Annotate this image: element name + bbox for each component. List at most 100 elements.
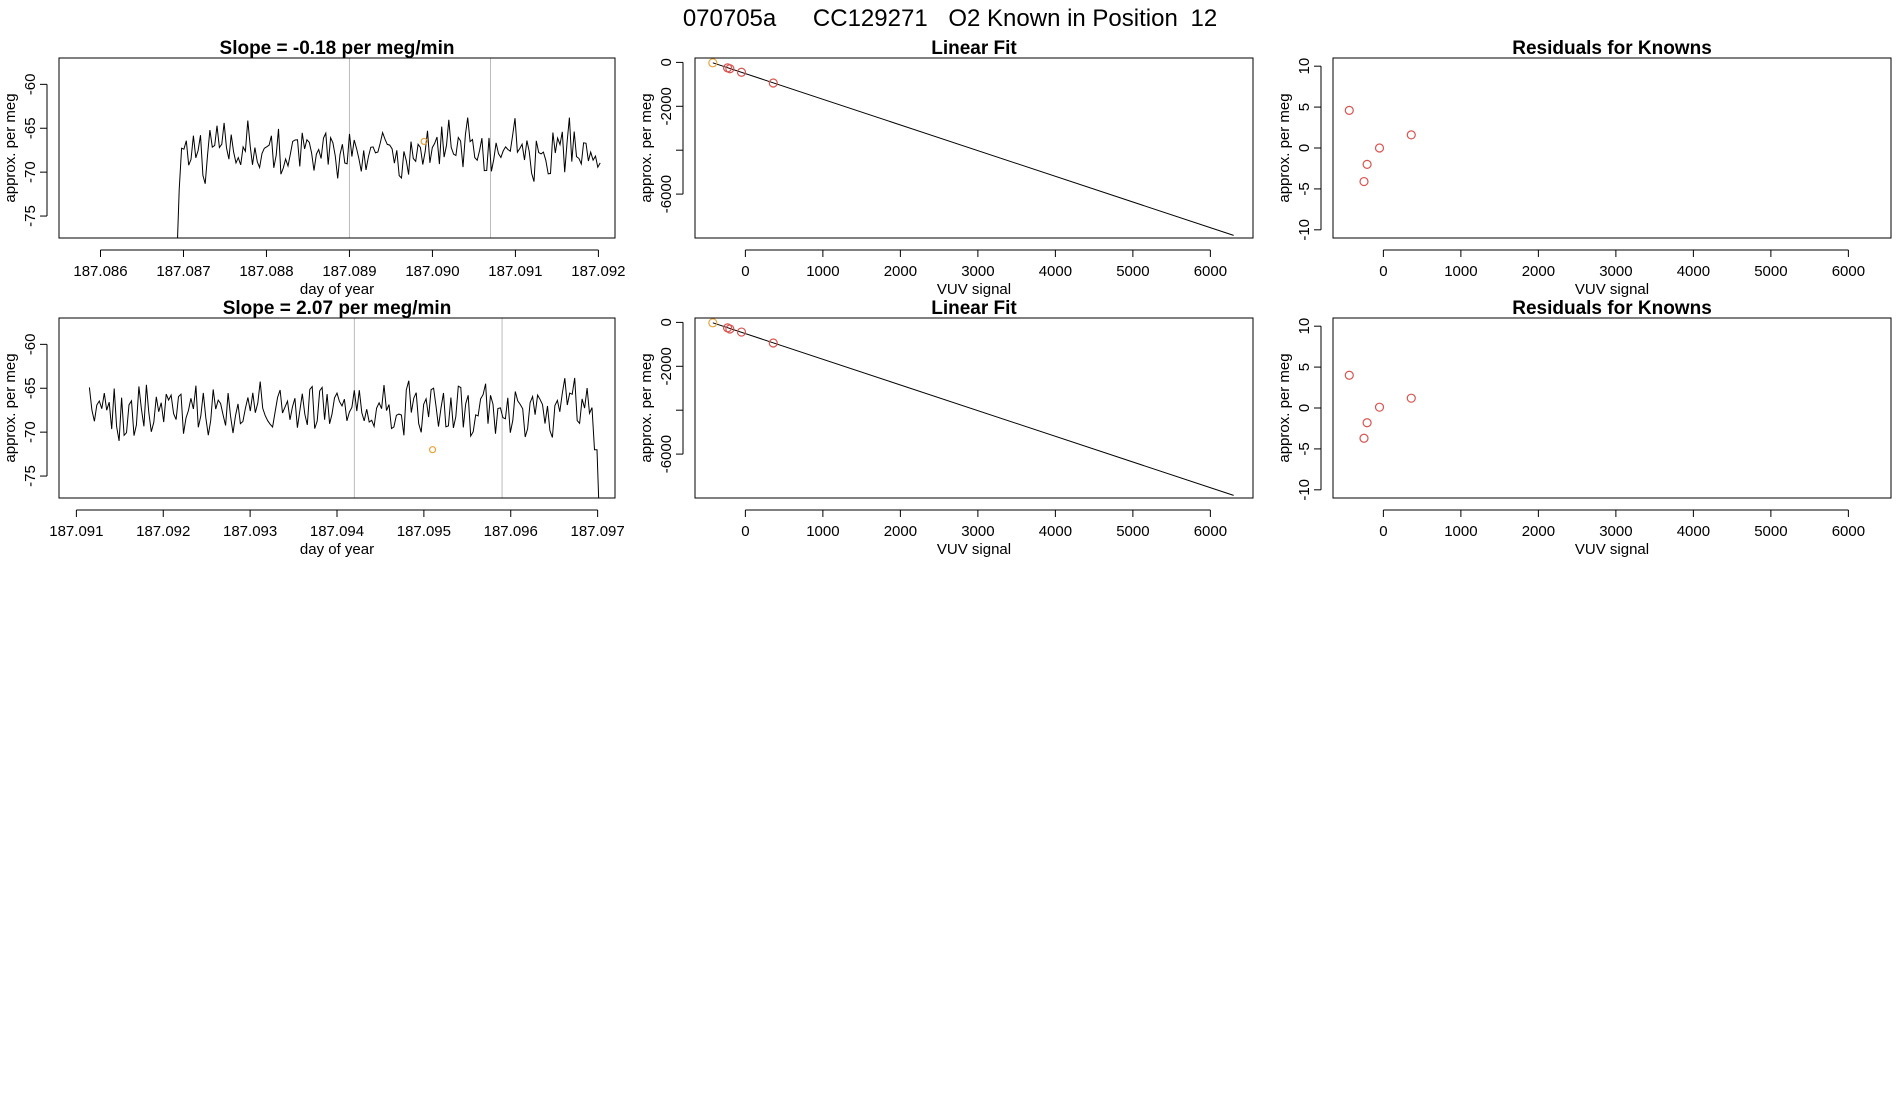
x-tick-label: 187.091 <box>49 523 103 540</box>
x-tick-label: 0 <box>741 523 749 540</box>
x-tick-label: 0 <box>1379 523 1387 540</box>
y-tick-label: -60 <box>22 333 39 355</box>
x-tick-label: 2000 <box>884 523 917 540</box>
data-point <box>708 58 718 68</box>
x-tick-label: 187.096 <box>484 523 538 540</box>
y-tick-label: 5 <box>1296 103 1313 111</box>
data-point <box>725 64 735 74</box>
data-point <box>736 327 747 337</box>
y-tick-label: -10 <box>1296 219 1313 241</box>
data-point <box>768 338 778 348</box>
x-tick-label: 5000 <box>1116 263 1149 280</box>
plot-frame <box>694 317 1254 499</box>
x-tick-label: 6000 <box>1194 523 1227 540</box>
x-tick-label: 187.090 <box>405 263 459 280</box>
timeseries-panel-2: Slope = 2.07 per meg/min 187.091 187.092 18… <box>2 298 625 558</box>
x-tick-label: 4000 <box>1677 523 1710 540</box>
data-point <box>1362 418 1372 428</box>
plot-area <box>177 58 601 238</box>
x-tick-label: 2000 <box>1522 523 1555 540</box>
x-tick-label: 187.097 <box>571 523 625 540</box>
y-tick-label: 10 <box>1296 58 1313 75</box>
series-line <box>177 117 601 238</box>
y-tick-label: -70 <box>22 421 39 443</box>
plot-frame <box>58 317 616 499</box>
y-tick-label: -60 <box>22 73 39 95</box>
x-tick-label: 2000 <box>884 263 917 280</box>
figure-title: 070705a CC129271 O2 Known in Position 12 <box>683 5 1217 32</box>
run-id: 070705a <box>683 5 777 32</box>
x-tick-label: 1000 <box>806 263 839 280</box>
x-tick-label: 187.088 <box>239 263 293 280</box>
linear-fit-panel-2: Linear Fit 0 1000 2000 3000 4000 5000 6000 VUV s… <box>638 298 1254 558</box>
panel-title: Slope = -0.18 per meg/min <box>220 38 455 59</box>
x-axis-label: VUV signal <box>1575 281 1649 298</box>
timeseries-panel-1: Slope = -0.18 per meg/min 187.086 187.087 1… <box>2 38 626 298</box>
x-tick-label: 3000 <box>1599 263 1632 280</box>
y-axis-label: approx. per meg <box>2 93 19 202</box>
y-tick-label: 0 <box>1296 404 1313 412</box>
y-axis: -10 -5 0 5 10 <box>1296 318 1322 501</box>
fit-line <box>712 62 1234 236</box>
x-tick-label: 187.087 <box>156 263 210 280</box>
y-tick-label: -6000 <box>658 435 675 473</box>
x-tick-label: 5000 <box>1116 523 1149 540</box>
plot-frame <box>1332 57 1892 239</box>
y-tick-label: -75 <box>22 465 39 487</box>
x-axis: 0 1000 2000 3000 4000 5000 6000 <box>741 509 1227 540</box>
y-tick-label: 5 <box>1296 363 1313 371</box>
x-tick-label: 4000 <box>1039 263 1072 280</box>
plot-frame <box>1332 317 1892 499</box>
data-point <box>725 324 735 334</box>
x-axis-label: VUV signal <box>937 281 1011 298</box>
y-tick-label: -5 <box>1296 442 1313 455</box>
data-point <box>1374 143 1385 153</box>
x-axis: 0 1000 2000 3000 4000 5000 6000 <box>1379 509 1865 540</box>
data-point <box>1344 370 1354 380</box>
x-tick-label: 5000 <box>1754 523 1787 540</box>
position-number: 12 <box>1190 5 1217 32</box>
y-tick-label: -2000 <box>658 347 675 385</box>
x-tick-label: 187.092 <box>571 263 625 280</box>
y-axis: 0 -2000 -6000 <box>658 58 684 213</box>
x-tick-label: 5000 <box>1754 263 1787 280</box>
plot-area <box>88 318 600 498</box>
y-tick-label: -6000 <box>658 175 675 213</box>
x-axis: 0 1000 2000 3000 4000 5000 6000 <box>1379 249 1865 280</box>
plot-area <box>708 318 1234 496</box>
panel-title: Linear Fit <box>931 38 1017 59</box>
panel-title: Slope = 2.07 per meg/min <box>223 298 452 319</box>
x-axis: 187.091 187.092 187.093 187.094 187.095 187.0… <box>49 509 625 540</box>
y-axis: -75 -70 -65 -60 <box>22 73 48 227</box>
data-point <box>1374 402 1385 412</box>
panel-title: Residuals for Knowns <box>1512 298 1712 319</box>
y-tick-label: 0 <box>658 58 675 66</box>
plot-area <box>1344 105 1416 187</box>
data-point <box>736 67 747 77</box>
y-axis: 0 -2000 -6000 <box>658 318 684 473</box>
x-tick-label: 187.092 <box>136 523 190 540</box>
y-axis: -75 -70 -65 -60 <box>22 333 48 487</box>
plot-frame <box>694 57 1254 239</box>
x-axis: 0 1000 2000 3000 4000 5000 6000 <box>741 249 1227 280</box>
y-tick-label: -65 <box>22 117 39 139</box>
data-point <box>768 78 778 88</box>
x-tick-label: 1000 <box>806 523 839 540</box>
x-axis-label: day of year <box>300 281 374 298</box>
x-tick-label: 187.086 <box>73 263 127 280</box>
x-tick-label: 0 <box>741 263 749 280</box>
data-point <box>1359 176 1369 187</box>
y-axis-label: approx. per meg <box>638 353 655 462</box>
data-point <box>1359 433 1369 443</box>
x-tick-label: 187.089 <box>322 263 376 280</box>
fit-line <box>712 322 1234 496</box>
y-axis-label: approx. per meg <box>2 353 19 462</box>
x-tick-label: 187.095 <box>397 523 451 540</box>
y-axis-label: approx. per meg <box>1276 93 1293 202</box>
plot-area <box>708 58 1234 236</box>
x-tick-label: 6000 <box>1832 523 1865 540</box>
x-tick-label: 2000 <box>1522 263 1555 280</box>
